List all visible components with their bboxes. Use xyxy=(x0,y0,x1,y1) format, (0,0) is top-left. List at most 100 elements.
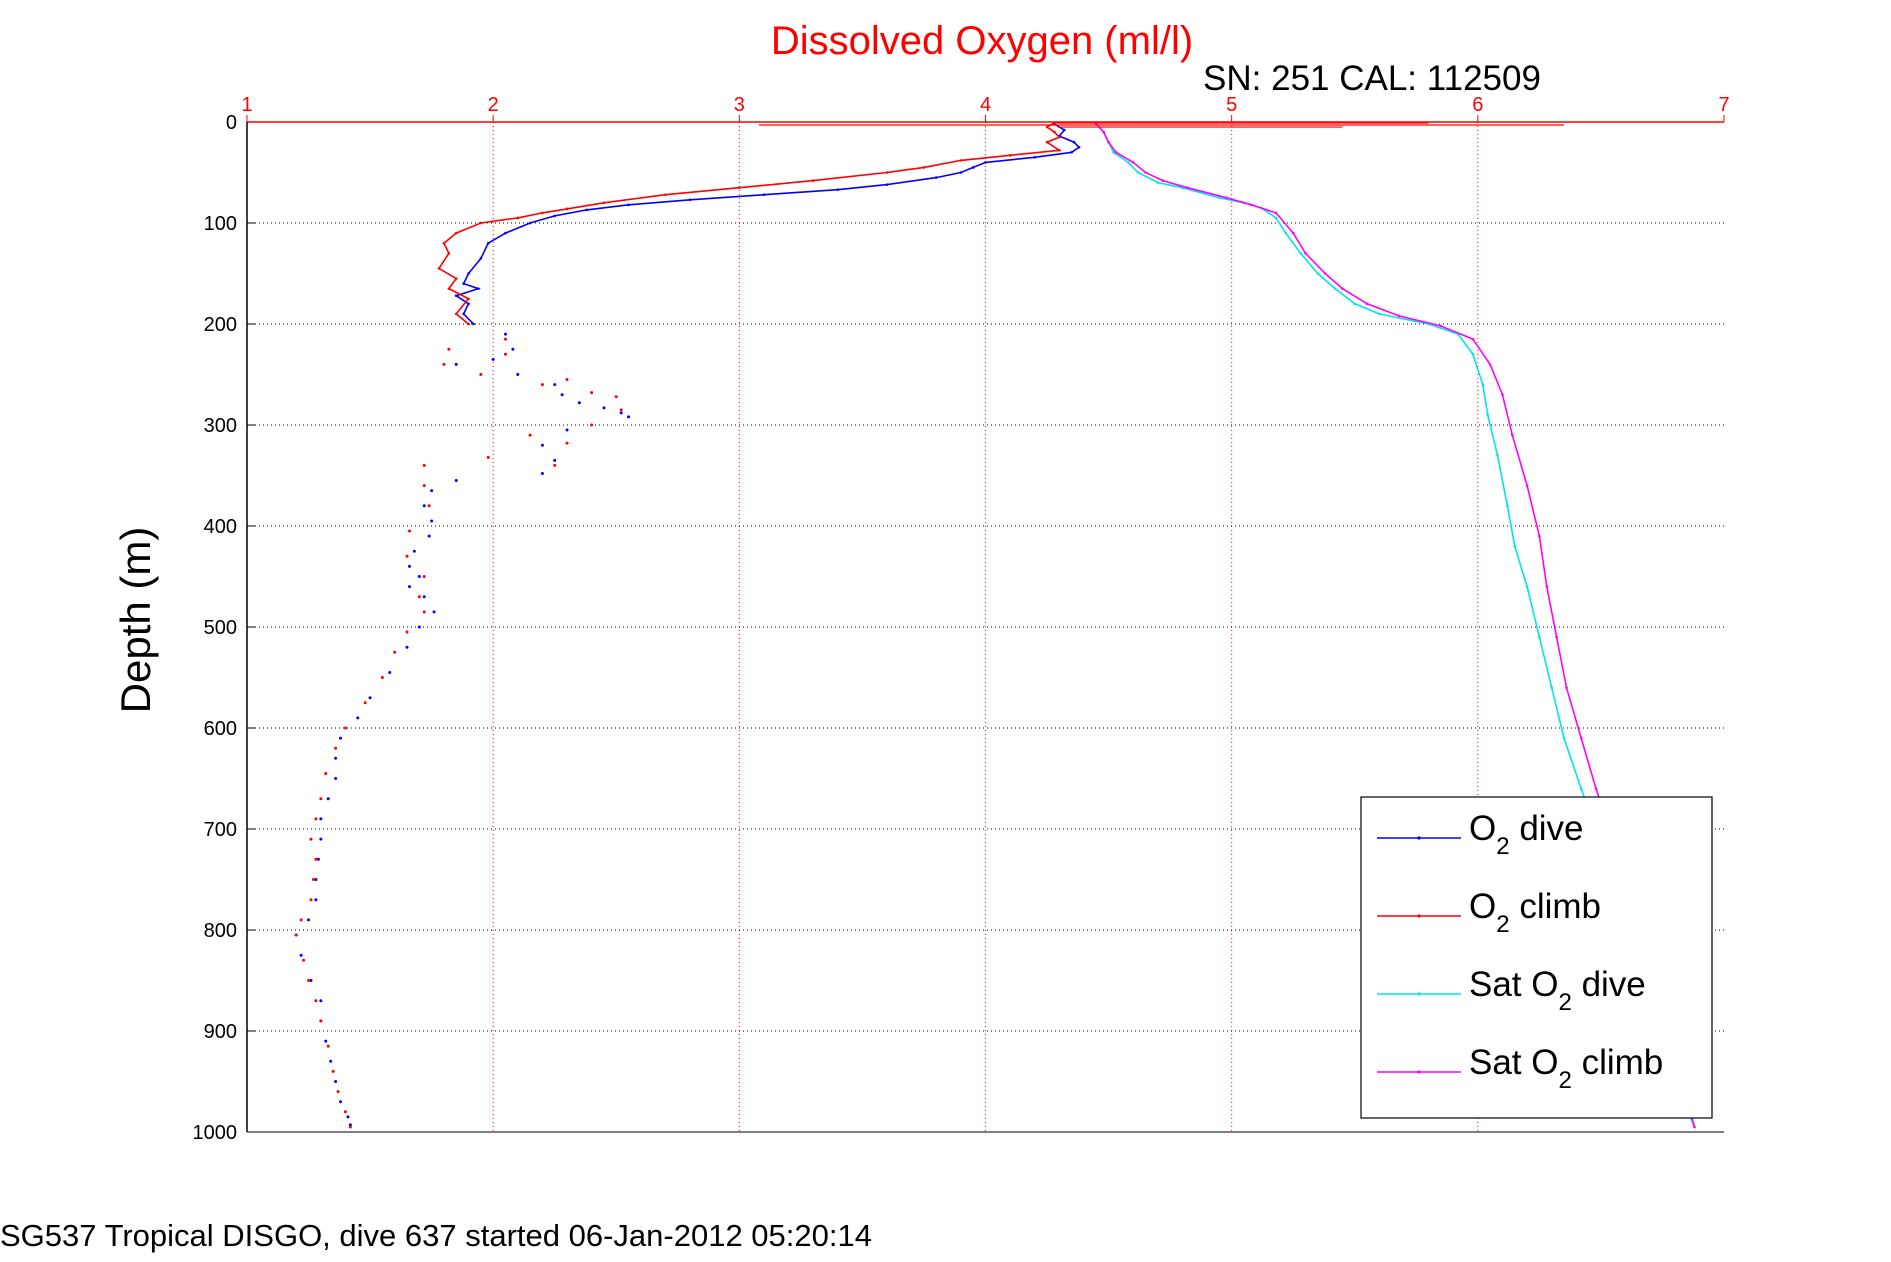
data-point xyxy=(1112,151,1115,154)
data-point xyxy=(454,231,458,235)
data-point xyxy=(590,391,594,395)
data-point xyxy=(619,411,623,415)
data-point xyxy=(1070,151,1073,154)
data-point xyxy=(334,777,338,780)
data-point xyxy=(311,878,315,881)
data-point xyxy=(479,221,483,225)
footer-text: SG537 Tropical DISGO, dive 637 started 0… xyxy=(0,1218,872,1253)
data-point xyxy=(984,161,987,164)
y-tick-label: 900 xyxy=(204,1021,237,1043)
data-point xyxy=(309,837,313,841)
data-point xyxy=(1525,585,1529,588)
data-point xyxy=(664,193,667,197)
data-point xyxy=(1062,128,1066,132)
data-point xyxy=(1579,787,1583,790)
data-point xyxy=(422,484,426,488)
data-point xyxy=(1510,433,1514,437)
x-tick-label: 4 xyxy=(980,94,991,116)
data-point xyxy=(343,726,347,730)
data-point xyxy=(688,198,692,202)
data-point xyxy=(1439,324,1443,328)
data-point xyxy=(467,302,470,306)
data-point xyxy=(1471,337,1475,341)
data-point xyxy=(1008,154,1012,157)
data-point xyxy=(307,979,311,982)
data-point xyxy=(472,322,475,326)
data-point xyxy=(1594,787,1598,790)
data-point xyxy=(339,1100,343,1104)
data-point xyxy=(380,676,384,679)
data-point xyxy=(368,696,372,700)
data-point xyxy=(316,857,320,861)
data-point xyxy=(619,408,623,412)
data-point xyxy=(422,504,426,508)
data-point xyxy=(334,1080,338,1083)
data-point xyxy=(971,166,975,169)
y-tick-label: 500 xyxy=(204,617,237,639)
axes: 1 2 3 4 5 6 7 0 100 200 300 400 500 600 700 800 900 1000 xyxy=(193,94,1730,1144)
data-point xyxy=(407,585,411,589)
data-point xyxy=(1250,203,1253,207)
data-point xyxy=(407,529,411,533)
legend: O2 dive O2 climb Sat O2 dive Sat O2 climb xyxy=(1360,796,1713,1119)
data-point xyxy=(577,401,581,405)
data-point xyxy=(1506,504,1509,508)
data-point xyxy=(503,352,507,356)
data-point xyxy=(922,166,926,169)
series-6 xyxy=(759,122,1564,128)
data-point xyxy=(388,670,392,674)
data-point xyxy=(427,534,431,538)
legend-label-1: O2 climb xyxy=(1469,887,1601,938)
data-point xyxy=(486,455,490,459)
data-point xyxy=(1114,151,1118,154)
data-point xyxy=(319,1019,323,1023)
data-point xyxy=(491,357,495,361)
data-point xyxy=(560,393,564,397)
data-point xyxy=(1304,252,1307,255)
data-point xyxy=(299,953,303,957)
data-point xyxy=(432,610,436,614)
data-point xyxy=(356,716,360,720)
data-point xyxy=(1053,121,1056,125)
y-tick-label: 700 xyxy=(204,819,237,841)
data-point xyxy=(1131,161,1135,164)
data-point xyxy=(319,797,323,801)
data-point xyxy=(405,630,409,634)
data-point xyxy=(1102,130,1105,134)
data-point xyxy=(565,207,569,211)
data-point xyxy=(447,347,451,351)
data-point xyxy=(307,918,311,922)
data-point xyxy=(346,1115,350,1119)
data-point xyxy=(1033,156,1037,159)
y-tick-label: 1000 xyxy=(193,1122,238,1144)
data-point xyxy=(1045,140,1049,144)
data-point xyxy=(1072,140,1076,144)
data-point xyxy=(454,312,458,316)
data-point xyxy=(504,231,507,235)
data-point xyxy=(319,837,323,841)
y-tick-label: 300 xyxy=(204,415,237,437)
y-tick-label: 200 xyxy=(204,314,237,336)
data-point xyxy=(627,203,630,207)
chart-subtitle: SN: 251 CAL: 112509 xyxy=(1203,59,1541,98)
data-point xyxy=(1488,363,1492,366)
data-point xyxy=(1579,736,1583,740)
data-point xyxy=(479,373,483,376)
y-tick-label: 800 xyxy=(204,920,237,942)
data-point xyxy=(430,519,434,523)
data-point xyxy=(314,817,318,821)
data-point xyxy=(565,441,569,445)
data-point xyxy=(348,1125,352,1129)
data-point xyxy=(462,282,465,285)
data-point xyxy=(1538,635,1541,639)
data-point xyxy=(959,171,963,174)
y-tick-label: 0 xyxy=(226,112,237,134)
data-point xyxy=(339,736,343,740)
data-point xyxy=(363,701,367,705)
data-point xyxy=(437,267,441,270)
data-point xyxy=(430,489,434,493)
data-point xyxy=(422,595,426,599)
data-point xyxy=(412,549,416,553)
data-point xyxy=(602,406,606,410)
